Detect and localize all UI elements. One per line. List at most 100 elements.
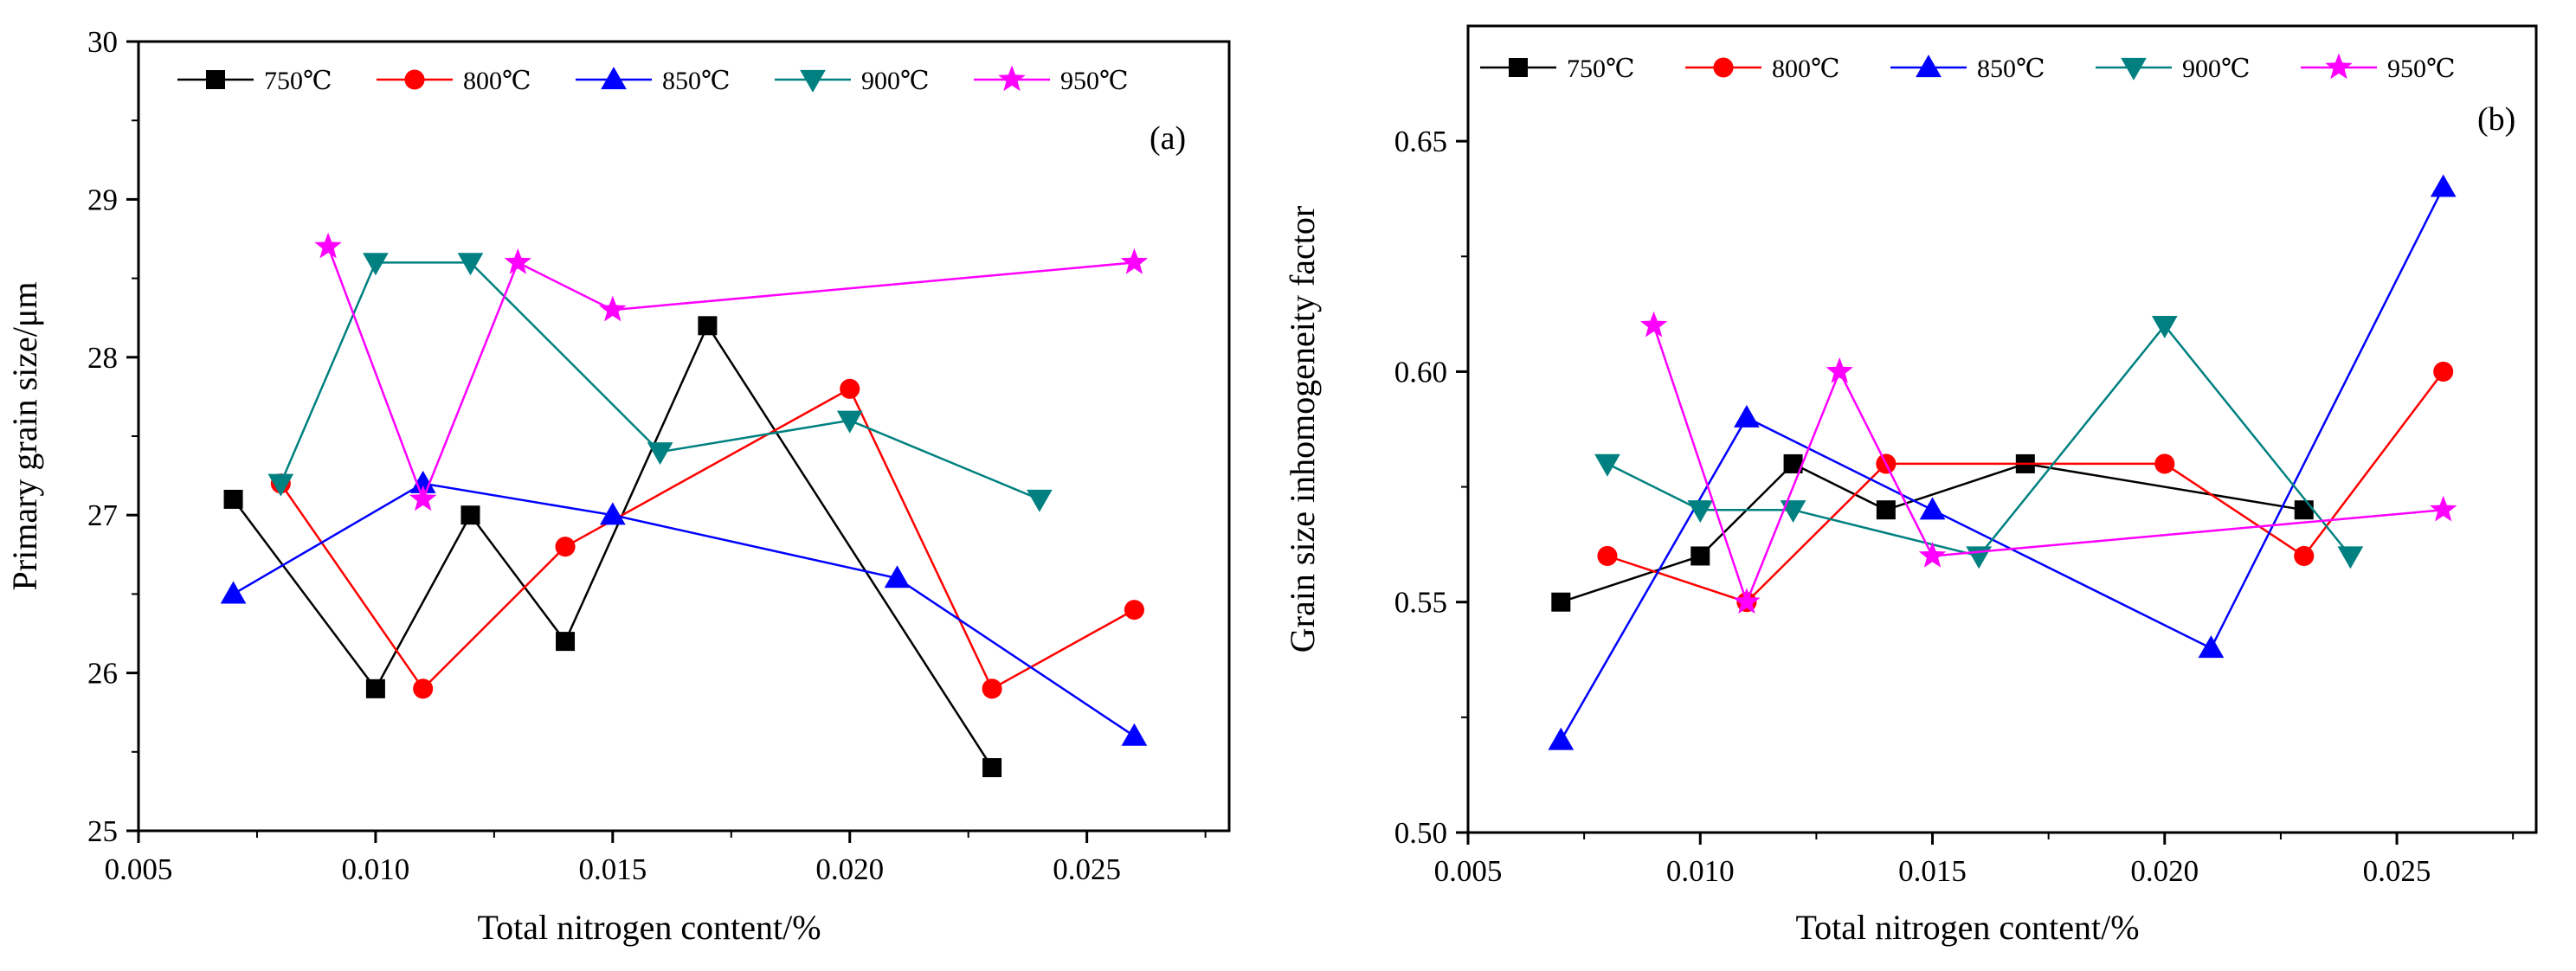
legend-entry-4: 950℃ (974, 65, 1129, 95)
y-tick-label: 28 (87, 341, 118, 375)
series-line (1560, 462, 2304, 603)
legend-entry-3: 900℃ (2096, 55, 2251, 83)
legend-entry-0: 750℃ (177, 67, 332, 95)
legend-marker (2121, 57, 2147, 80)
legend-label: 900℃ (2182, 55, 2251, 83)
legend-marker (998, 65, 1026, 92)
legend-marker (601, 67, 627, 90)
data-point (1690, 546, 1710, 566)
data-point (363, 253, 389, 276)
data-point (1919, 497, 1946, 520)
series-0 (1551, 453, 2314, 612)
data-point (1594, 453, 1620, 477)
data-point (2198, 635, 2225, 659)
data-point (2294, 500, 2314, 520)
series-2 (1548, 174, 2457, 750)
data-point (1734, 404, 1760, 428)
data-point (1639, 311, 1668, 338)
legend-label: 950℃ (1060, 67, 1129, 95)
data-point (1733, 588, 1761, 614)
series-line (1607, 324, 2352, 557)
data-point (1551, 592, 1571, 612)
x-tick-label: 0.015 (1898, 854, 1967, 888)
series-2 (220, 470, 1148, 746)
x-tick-label: 0.010 (1666, 854, 1735, 888)
data-point (460, 505, 480, 525)
legend-marker (2325, 53, 2353, 80)
legend-marker (1509, 58, 1528, 77)
series-4 (314, 232, 1149, 511)
series-line (280, 387, 1136, 691)
data-point (599, 295, 627, 322)
legend-label: 750℃ (1567, 55, 1635, 83)
data-point (840, 378, 860, 399)
data-point (599, 502, 626, 525)
x-axis-title: Total nitrogen content/% (1795, 908, 2139, 947)
panel-label: (a) (1150, 120, 1186, 157)
data-point (556, 632, 576, 652)
data-point (2430, 174, 2457, 197)
data-point (1548, 727, 1575, 750)
y-tick-label: 0.55 (1394, 586, 1447, 620)
legend-marker (404, 69, 425, 90)
data-point (220, 581, 247, 604)
series-0 (223, 316, 1002, 778)
x-tick-label: 0.005 (105, 852, 173, 886)
data-point (2294, 545, 2315, 567)
legend-label: 950℃ (2387, 55, 2456, 83)
data-point (836, 410, 863, 434)
panel-b: 0.005 0.010 0.015 0.020 0.025 0.50 0.55 0.60 0.6… (1283, 24, 2538, 947)
series-3 (1594, 316, 2364, 569)
data-point (1826, 357, 1853, 383)
data-point (457, 253, 484, 276)
data-point (1966, 546, 1993, 569)
data-point (2430, 495, 2457, 522)
data-point (1780, 500, 1806, 524)
x-tick-label: 0.020 (2130, 854, 2199, 888)
legend-label: 750℃ (264, 67, 332, 95)
data-point (267, 473, 294, 497)
data-point (1027, 489, 1053, 512)
series-1 (1597, 361, 2454, 613)
legend-label: 800℃ (463, 67, 531, 95)
legend-entry-4: 950℃ (2301, 53, 2456, 83)
y-tick-label: 0.65 (1394, 125, 1447, 158)
legend-label: 850℃ (662, 67, 731, 95)
data-point (2151, 316, 2178, 339)
x-tick-label: 0.025 (1053, 852, 1121, 886)
y-tick-label: 27 (87, 498, 118, 532)
data-point (698, 316, 718, 336)
data-point (365, 678, 385, 698)
data-point (647, 442, 673, 466)
y-tick-label: 25 (87, 814, 118, 848)
data-point (1876, 500, 1896, 520)
legend-entry-2: 850℃ (576, 67, 731, 95)
data-point (1687, 500, 1714, 524)
legend-entry-2: 850℃ (1890, 55, 2045, 83)
data-point (1597, 545, 1618, 567)
data-point (314, 232, 342, 259)
data-point (884, 565, 911, 588)
data-point (2433, 361, 2454, 382)
legend-label: 900℃ (861, 67, 930, 95)
data-point (409, 470, 436, 493)
data-point (1783, 453, 1803, 473)
legend-entry-3: 900℃ (775, 67, 930, 95)
series-4 (1639, 311, 2457, 614)
data-point (413, 678, 434, 699)
data-point (1120, 248, 1149, 274)
panel-a: 0.005 0.010 0.015 0.020 0.025 25 26 27 28 29 30 Tot… (5, 25, 1231, 947)
data-point (1918, 542, 1947, 568)
data-point (982, 758, 1002, 778)
series-3 (267, 253, 1053, 512)
y-tick-label: 30 (87, 25, 118, 59)
series-line (232, 323, 994, 768)
data-point (1121, 723, 1148, 746)
x-axis-title: Total nitrogen content/% (477, 908, 821, 947)
y-tick-label: 0.60 (1394, 355, 1447, 389)
data-point (1124, 600, 1144, 621)
y-tick-label: 26 (87, 657, 118, 691)
series-line (1607, 370, 2444, 604)
data-point (504, 248, 531, 274)
